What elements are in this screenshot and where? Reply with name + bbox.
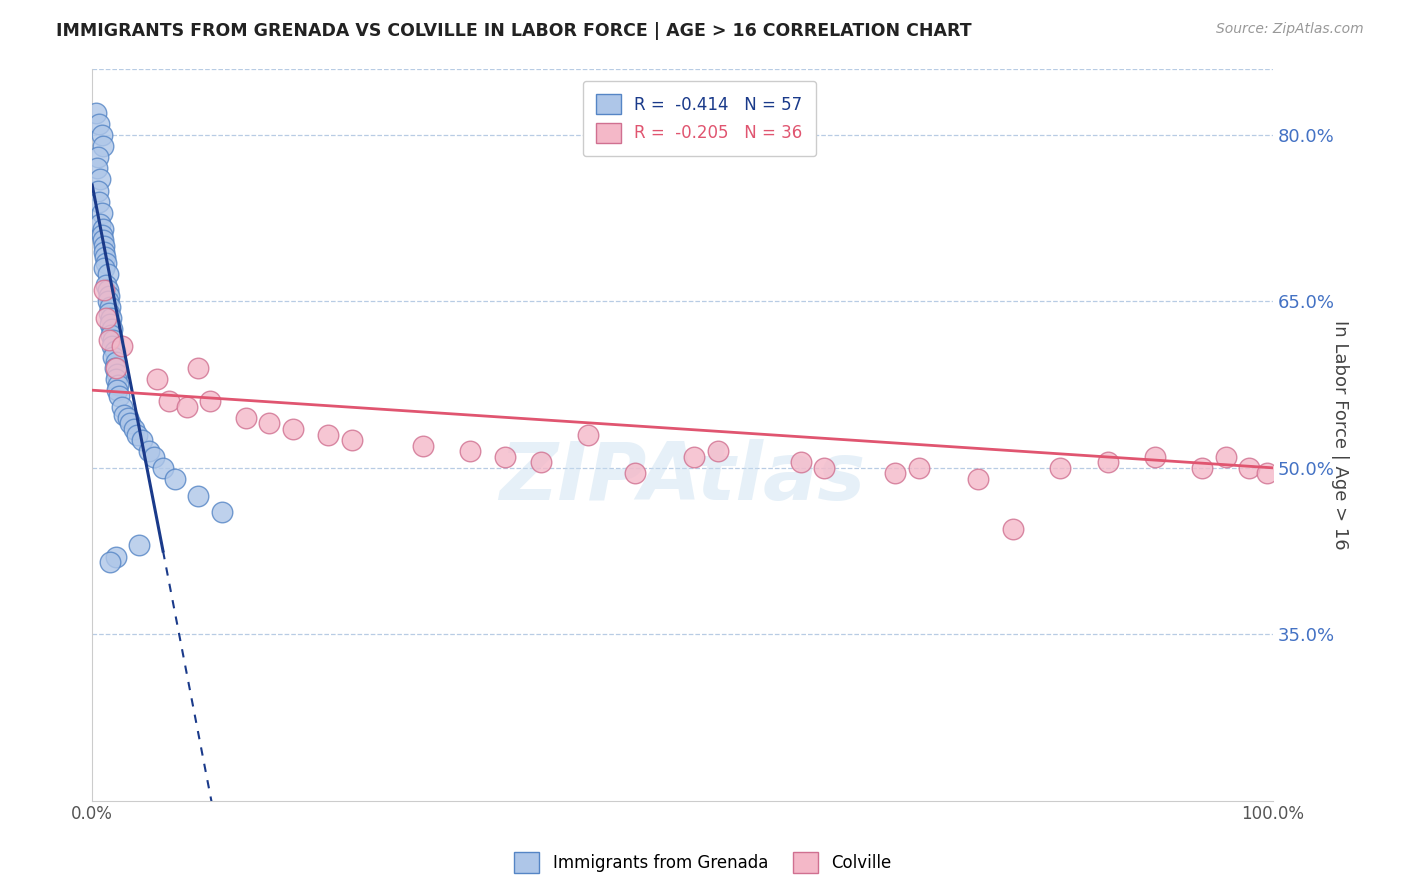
Point [576,427,599,442]
Point [97,333,120,347]
Point [96,311,118,326]
Point [907,460,929,475]
Point [89,117,111,131]
Point [122,422,145,436]
Point [104,361,127,376]
Point [458,444,481,458]
Text: Source: ZipAtlas.com: Source: ZipAtlas.com [1216,22,1364,37]
Point [111,339,134,353]
Point [101,322,124,336]
Point [86,161,108,176]
Point [117,411,139,425]
Point [94,250,117,264]
Point [235,411,257,425]
Point [93,284,115,298]
Point [200,394,222,409]
Point [789,455,811,469]
Text: IMMIGRANTS FROM GRENADA VS COLVILLE IN LABOR FORCE | AGE > 16 CORRELATION CHART: IMMIGRANTS FROM GRENADA VS COLVILLE IN L… [56,22,972,40]
Point [108,389,131,403]
Point [98,555,121,569]
Point [157,394,180,409]
Point [111,400,134,414]
Point [1215,450,1237,464]
Point [105,367,128,381]
Point [318,427,340,442]
Point [89,172,111,186]
Point [97,305,120,319]
Point [118,417,141,431]
Point [104,344,127,359]
Point [104,549,127,564]
Point [1256,467,1278,481]
Point [128,539,150,553]
Point [98,300,121,314]
Point [187,361,209,376]
Point [112,408,135,422]
Text: ZIPAtlas: ZIPAtlas [499,440,866,517]
Point [103,333,125,347]
Point [91,222,114,236]
Point [104,372,127,386]
Point [813,460,835,475]
Point [1049,460,1071,475]
Point [93,244,115,259]
Point [1143,450,1166,464]
Point [100,311,122,326]
Point [100,327,122,342]
Point [152,460,174,475]
Point [96,284,118,298]
Point [90,227,112,242]
Y-axis label: In Labor Force | Age > 16: In Labor Force | Age > 16 [1331,319,1348,549]
Point [163,472,186,486]
Point [494,450,516,464]
Point [530,455,553,469]
Point [96,277,118,292]
Point [101,339,124,353]
Point [87,150,110,164]
Point [87,184,110,198]
Point [125,427,148,442]
Point [259,417,281,431]
Point [90,128,112,142]
Point [966,472,988,486]
Point [104,355,127,369]
Point [131,433,153,447]
Point [96,267,118,281]
Point [1097,455,1119,469]
Legend: Immigrants from Grenada, Colville: Immigrants from Grenada, Colville [508,846,898,880]
Point [281,422,304,436]
Point [89,194,111,209]
Point [1239,460,1261,475]
Point [97,289,120,303]
Point [683,450,706,464]
Point [211,505,233,519]
Point [91,139,114,153]
Legend: R =  -0.414   N = 57, R =  -0.205   N = 36: R = -0.414 N = 57, R = -0.205 N = 36 [582,80,815,156]
Point [93,261,115,276]
Point [187,489,209,503]
Point [90,205,112,219]
Point [138,444,160,458]
Point [884,467,907,481]
Point [146,372,169,386]
Point [142,450,165,464]
Point [84,106,107,120]
Point [89,217,111,231]
Point [176,400,198,414]
Point [105,383,128,397]
Point [107,377,129,392]
Point [103,350,125,364]
Point [96,294,118,309]
Point [624,467,647,481]
Point [96,255,118,269]
Point [707,444,730,458]
Point [340,433,363,447]
Point [412,439,434,453]
Point [104,361,127,376]
Point [93,239,115,253]
Point [1002,522,1025,536]
Point [98,317,121,331]
Point [91,234,114,248]
Point [1191,460,1213,475]
